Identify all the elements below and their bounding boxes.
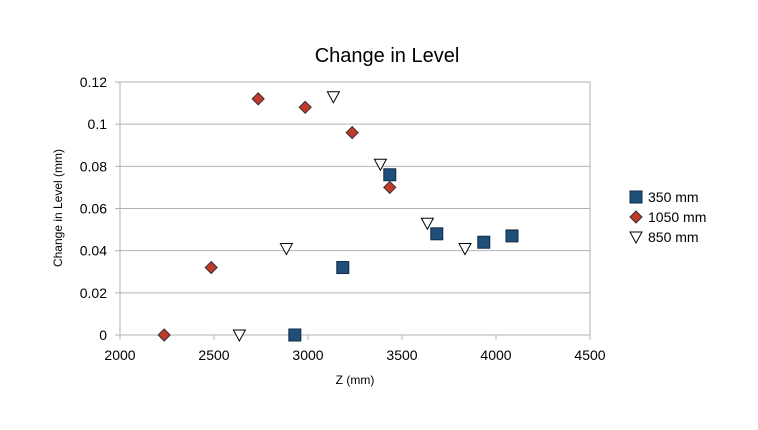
x-axis-label: Z (mm) (336, 373, 375, 387)
y-tick-label: 0.1 (88, 116, 108, 132)
point-350-mm (478, 236, 490, 248)
y-tick-label: 0.04 (80, 243, 107, 259)
point-350-mm (337, 262, 349, 274)
y-tick-label: 0.02 (80, 285, 107, 301)
legend-marker-1050-mm (630, 211, 642, 223)
point-850-mm (280, 244, 292, 255)
legend-label-350-mm: 350 mm (648, 189, 699, 205)
y-tick-label: 0.06 (80, 201, 107, 217)
legend: 350 mm 1050 mm 850 mm (630, 189, 706, 245)
y-axis-label: Change in Level (mm) (51, 149, 65, 267)
y-tick-label: 0.12 (80, 74, 107, 90)
data-points (158, 92, 518, 341)
point-1050-mm (384, 181, 396, 193)
point-350-mm (384, 169, 396, 181)
legend-marker-850-mm (630, 232, 642, 243)
y-tick-label: 0.08 (80, 158, 107, 174)
point-350-mm (431, 228, 443, 240)
x-tick-label: 2000 (104, 347, 135, 363)
plot-area (120, 82, 590, 335)
point-850-mm (459, 244, 471, 255)
point-350-mm (506, 230, 518, 242)
point-850-mm (327, 92, 339, 103)
chart-title: Change in Level (315, 45, 460, 67)
point-1050-mm (346, 127, 358, 139)
y-tick-label: 0 (99, 327, 107, 343)
x-tick-label: 2500 (198, 347, 229, 363)
legend-label-850-mm: 850 mm (648, 229, 699, 245)
legend-marker-350-mm (630, 191, 642, 203)
x-axis-ticks: 2000 2500 3000 3500 4000 4500 (104, 335, 605, 363)
x-tick-label: 4000 (480, 347, 511, 363)
x-tick-label: 3500 (386, 347, 417, 363)
point-1050-mm (205, 262, 217, 274)
point-350-mm (289, 329, 301, 341)
point-1050-mm (252, 93, 264, 105)
y-axis-ticks: 0 0.02 0.04 0.06 0.08 0.1 0.12 (80, 74, 120, 343)
x-tick-label: 4500 (574, 347, 605, 363)
point-1050-mm (299, 101, 311, 113)
point-1050-mm (158, 329, 170, 341)
x-tick-label: 3000 (292, 347, 323, 363)
legend-label-1050-mm: 1050 mm (648, 209, 706, 225)
